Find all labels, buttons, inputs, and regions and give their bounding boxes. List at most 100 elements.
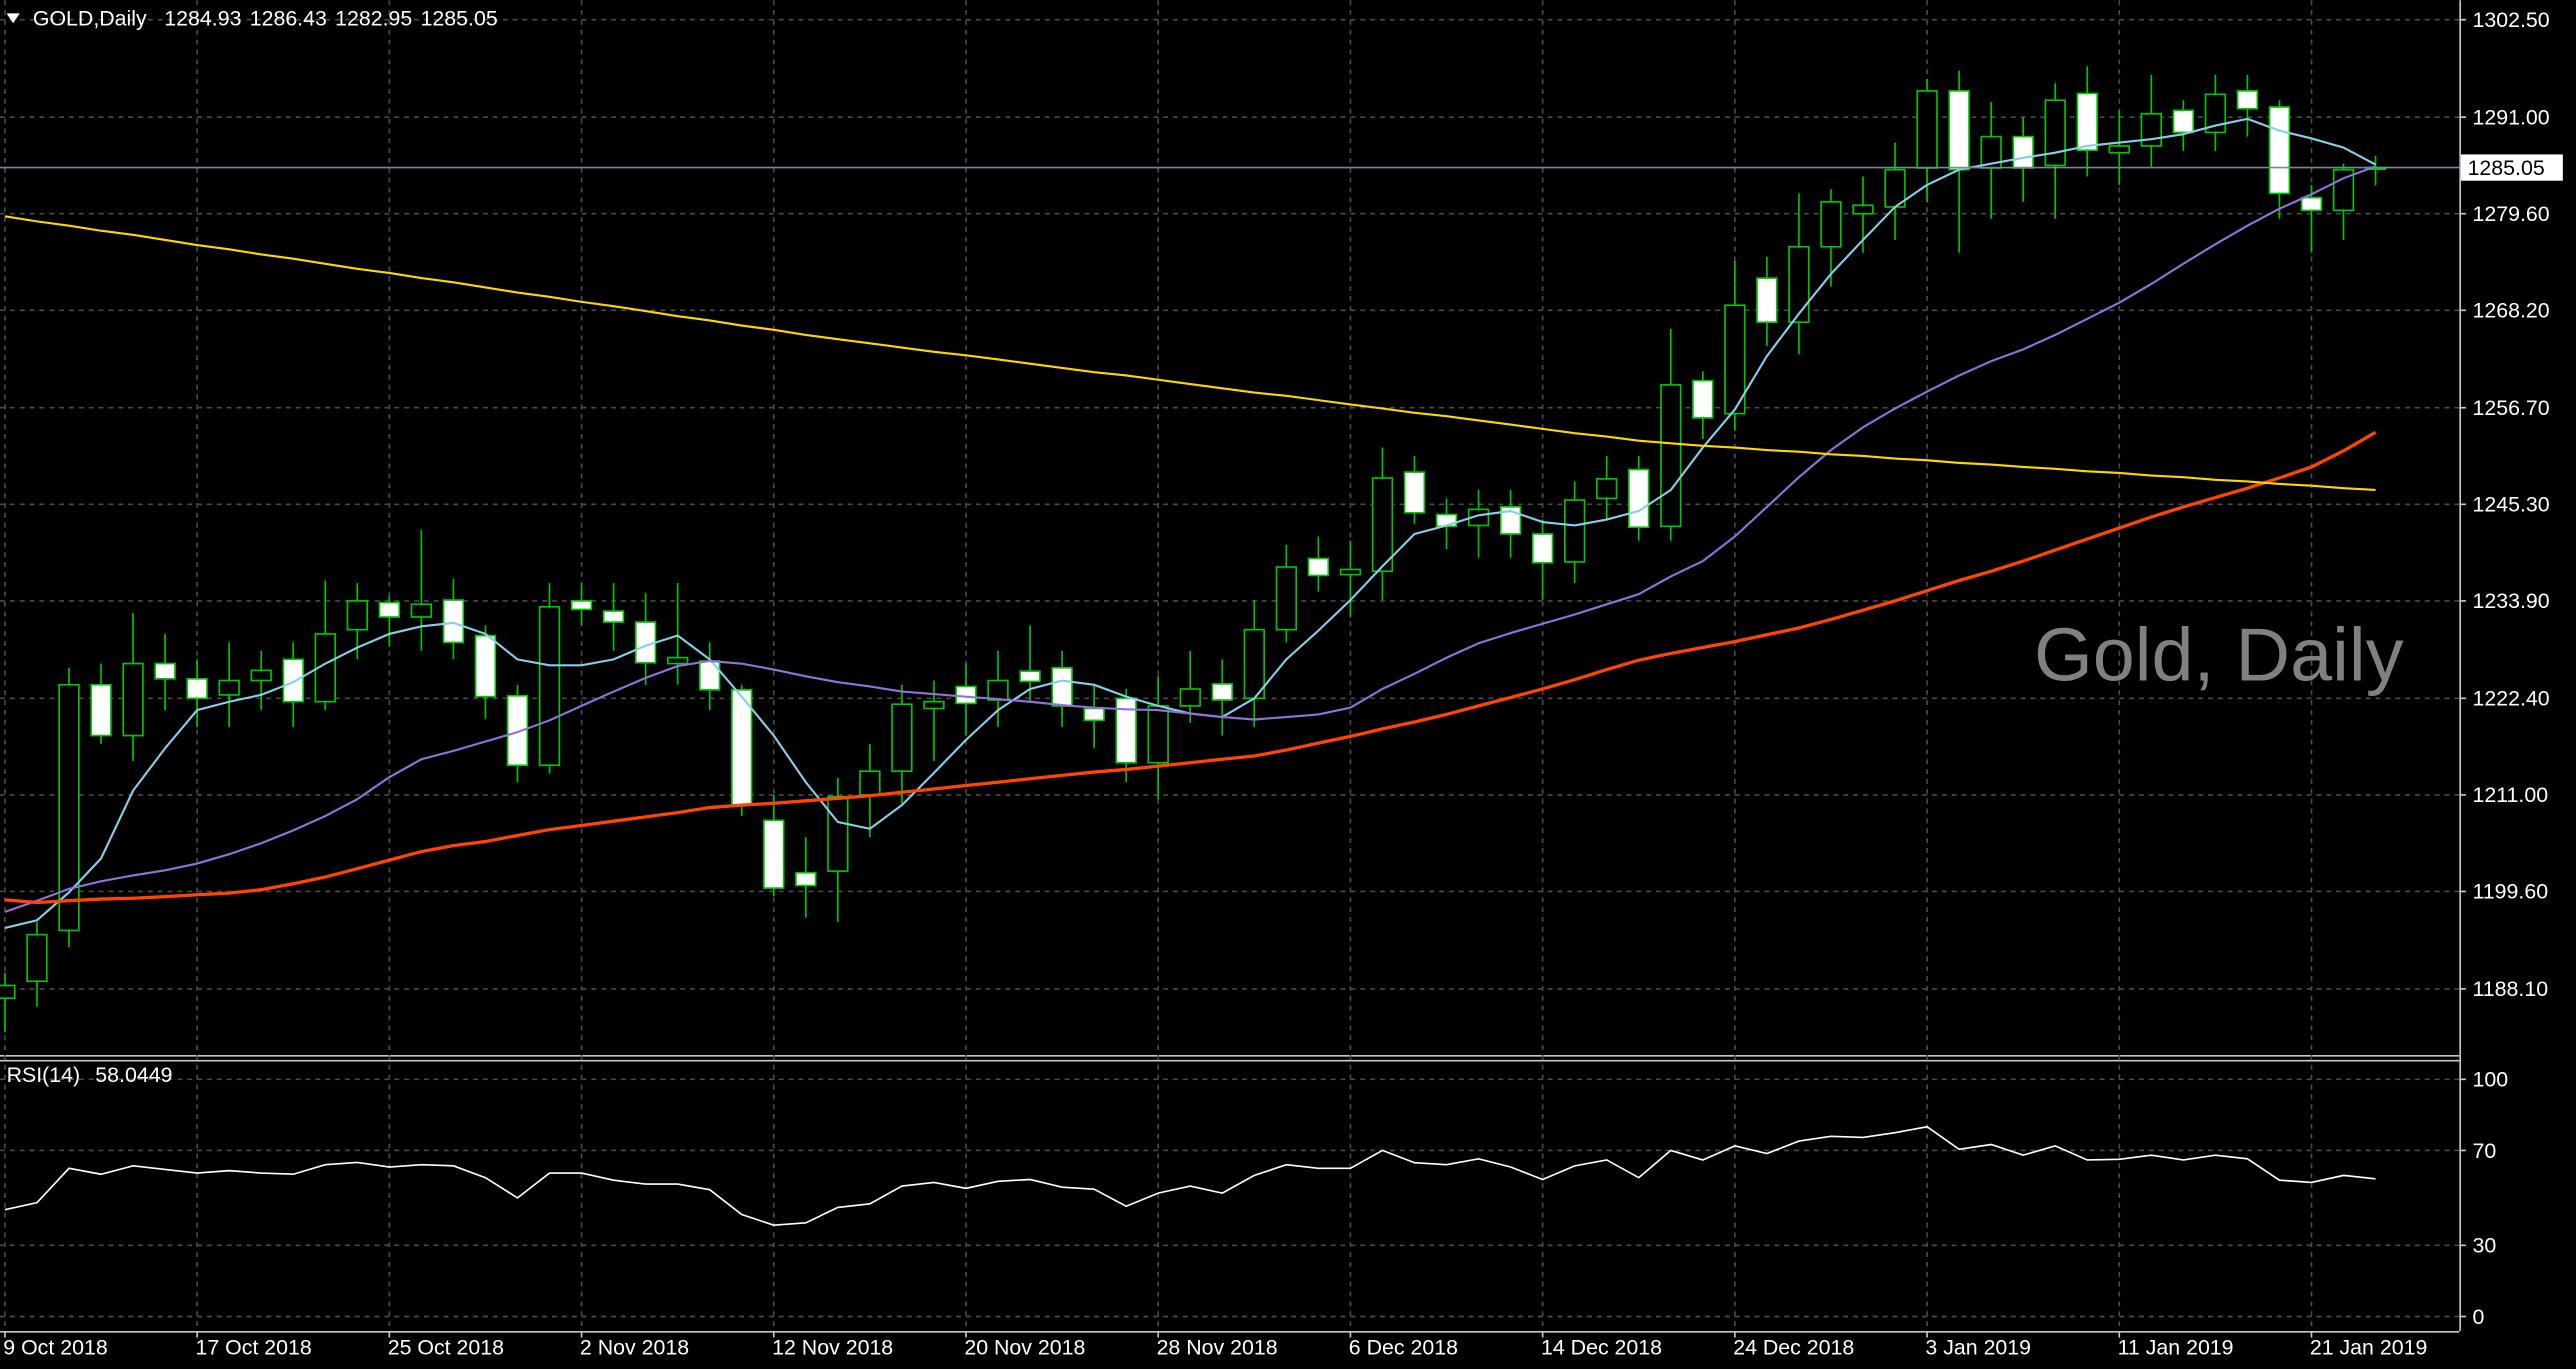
x-tick-label: 3 Jan 2019 bbox=[1925, 1336, 2031, 1360]
candle-body bbox=[2236, 90, 2259, 110]
candle-body bbox=[667, 656, 689, 665]
candle-body bbox=[1083, 707, 1105, 722]
current-price-box bbox=[2461, 154, 2563, 181]
x-tick-label: 17 Oct 2018 bbox=[195, 1336, 311, 1360]
candle-body bbox=[58, 683, 80, 932]
candle-body bbox=[731, 689, 753, 806]
indicator-line bbox=[4, 1125, 2376, 1226]
header-low: 1282.95 bbox=[335, 7, 412, 31]
candle-body bbox=[250, 669, 272, 682]
candle-body bbox=[923, 700, 945, 710]
candle-body bbox=[2204, 93, 2227, 134]
candle-body bbox=[346, 600, 368, 631]
candle-body bbox=[1243, 628, 1265, 700]
candle-body bbox=[186, 678, 208, 700]
candle-body bbox=[314, 633, 336, 703]
candle-body bbox=[2140, 112, 2162, 147]
candle-body bbox=[282, 658, 304, 703]
current-price-label: 1285.05 bbox=[2468, 156, 2545, 180]
candle-body bbox=[1660, 384, 1682, 528]
candle-body bbox=[987, 679, 1009, 701]
candle-body bbox=[2012, 135, 2034, 169]
candle-body bbox=[538, 605, 561, 767]
menu-triangle[interactable] bbox=[6, 13, 20, 24]
candle-body bbox=[506, 694, 529, 767]
candle-body bbox=[1051, 666, 1073, 707]
moving-average-line bbox=[4, 215, 2376, 492]
x-tick-label: 6 Dec 2018 bbox=[1349, 1336, 1458, 1360]
candle-body bbox=[2300, 196, 2323, 212]
candle-body bbox=[1628, 468, 1650, 529]
y-tick-label: 0 bbox=[2472, 1305, 2484, 1329]
candle-body bbox=[1564, 499, 1586, 563]
x-tick-label: 2 Nov 2018 bbox=[580, 1336, 689, 1360]
candle-body bbox=[795, 872, 817, 887]
candle-body bbox=[1756, 277, 1778, 323]
candle-body bbox=[1371, 477, 1394, 573]
x-tick-label: 11 Jan 2019 bbox=[2118, 1336, 2234, 1360]
candle-body bbox=[2268, 106, 2291, 195]
candle-body bbox=[634, 621, 657, 664]
y-tick-label: 1211.00 bbox=[2472, 783, 2548, 807]
candle-body bbox=[1852, 204, 1874, 215]
x-tick-label: 20 Nov 2018 bbox=[964, 1336, 1085, 1360]
candle-body bbox=[1211, 683, 1233, 701]
candle-body bbox=[1115, 697, 1137, 764]
candle-body bbox=[891, 703, 913, 772]
candle-body bbox=[1019, 670, 1041, 683]
candle-body bbox=[1531, 533, 1554, 564]
y-tick-label: 1256.70 bbox=[2472, 396, 2549, 420]
y-tick-label: 1222.40 bbox=[2472, 687, 2549, 711]
candle-body bbox=[1788, 245, 1810, 323]
y-tick-label: 100 bbox=[2472, 1068, 2508, 1092]
candle-body bbox=[2076, 92, 2098, 152]
moving-average-line bbox=[4, 430, 2377, 905]
candle-body bbox=[1307, 557, 1330, 577]
candle-body bbox=[2044, 99, 2066, 167]
y-tick-label: 70 bbox=[2472, 1139, 2496, 1163]
candle-body bbox=[442, 599, 465, 644]
indicator-value: 58.0449 bbox=[95, 1063, 172, 1087]
candle-body bbox=[570, 600, 593, 611]
x-tick-label: 21 Jan 2019 bbox=[2310, 1336, 2428, 1360]
x-tick-label: 28 Nov 2018 bbox=[1157, 1336, 1278, 1360]
y-tick-label: 1233.90 bbox=[2472, 589, 2549, 613]
candle-body bbox=[410, 603, 433, 618]
x-tick-label: 24 Dec 2018 bbox=[1733, 1336, 1854, 1360]
candle-body bbox=[2108, 145, 2130, 154]
candle-body bbox=[218, 679, 240, 696]
y-tick-label: 1199.60 bbox=[2472, 880, 2548, 904]
x-tick-label: 12 Nov 2018 bbox=[772, 1336, 893, 1360]
candle-body bbox=[1724, 304, 1746, 415]
x-tick-label: 9 Oct 2018 bbox=[3, 1336, 107, 1360]
moving-average-line bbox=[4, 165, 2376, 913]
candle-body bbox=[955, 685, 977, 705]
candle-body bbox=[763, 819, 785, 889]
candle-body bbox=[0, 984, 16, 1000]
x-tick-label: 14 Dec 2018 bbox=[1541, 1336, 1662, 1360]
header-high: 1286.43 bbox=[250, 7, 327, 31]
candle-body bbox=[2172, 109, 2195, 134]
chart-title: GOLD,Daily bbox=[33, 7, 147, 31]
x-tick-label: 25 Oct 2018 bbox=[388, 1336, 504, 1360]
watermark: Gold, Daily bbox=[2034, 614, 2404, 698]
candle-body bbox=[378, 601, 401, 618]
candle-body bbox=[827, 795, 849, 872]
candle-body bbox=[1948, 90, 1970, 171]
candle-body bbox=[1692, 379, 1714, 419]
candle-body bbox=[602, 610, 625, 623]
candle-body bbox=[1179, 688, 1201, 707]
candle-body bbox=[1596, 478, 1618, 500]
candle-body bbox=[122, 662, 144, 737]
header-close: 1285.05 bbox=[421, 7, 498, 31]
candle-body bbox=[154, 662, 176, 680]
indicator-title: RSI(14) bbox=[7, 1063, 81, 1087]
y-tick-label: 1302.50 bbox=[2472, 8, 2549, 32]
candle-body bbox=[1916, 90, 1938, 169]
y-tick-label: 30 bbox=[2472, 1234, 2496, 1258]
candle-body bbox=[1339, 568, 1362, 576]
candle-body bbox=[1820, 201, 1842, 248]
